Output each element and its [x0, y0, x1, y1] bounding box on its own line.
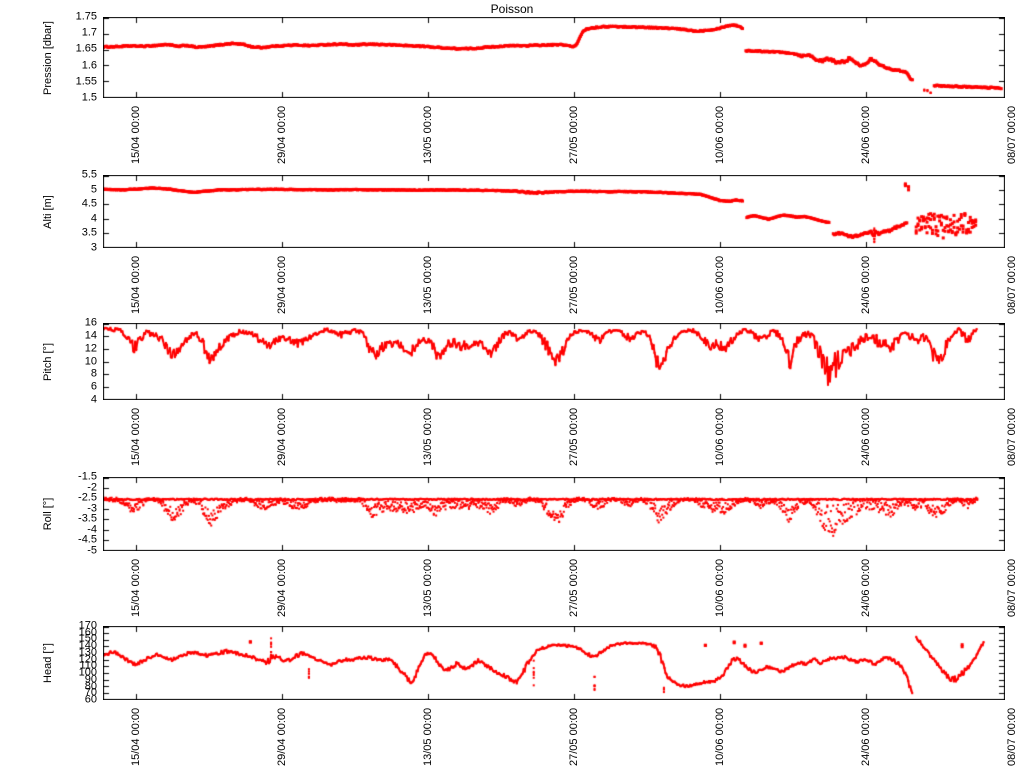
pression-plot-area	[103, 17, 1005, 98]
alti-y-tick-label: 4.5	[81, 197, 97, 210]
roll-x-tick-label: 08/07 00:00	[1006, 558, 1019, 617]
head-x-tick-label: 29/04 00:00	[276, 707, 289, 766]
head-x-tick-label: 08/07 00:00	[1006, 707, 1019, 766]
pitch-y-tick-label: 16	[84, 316, 97, 329]
head-x-tick-label: 24/06 00:00	[860, 707, 872, 766]
head-y-tick-label: 80	[84, 680, 97, 693]
pitch-y-tick-label: 4	[90, 393, 97, 406]
alti-x-tick-label: 10/06 00:00	[713, 255, 726, 314]
pression-x-tick-label: 27/05 00:00	[568, 105, 581, 164]
head-x-tick-label: 27/05 00:00	[568, 707, 581, 766]
pression-x-tick-label: 24/06 00:00	[860, 105, 872, 164]
pitch-x-tick-label: 08/07 00:00	[1006, 407, 1019, 466]
roll-x-tick-label: 13/05 00:00	[421, 558, 434, 617]
pitch-y-tick-label: 10	[84, 355, 97, 367]
head-y-tick-label: 130	[78, 646, 97, 659]
head-y-tick-label: 160	[78, 626, 97, 639]
pression-y-tick-label: 1.7	[81, 26, 97, 39]
roll-y-tick-label: -2	[87, 481, 97, 494]
alti-plot-area	[103, 175, 1005, 248]
roll-x-tick-label: 24/06 00:00	[860, 558, 872, 617]
pitch-y-tick-label: 6	[90, 380, 97, 393]
head-y-tick-label: 70	[84, 686, 97, 699]
roll-y-tick-label: -1.5	[78, 470, 97, 483]
alti-y-tick-label: 3	[90, 241, 97, 254]
roll-x-tick-label: 10/06 00:00	[713, 558, 726, 617]
pression-y-tick-label: 1.5	[81, 91, 97, 104]
alti-y-tick-label: 5	[90, 183, 97, 196]
head-y-tick-label: 120	[78, 653, 97, 666]
roll-y-tick-label: -2.5	[78, 491, 97, 504]
head-plot-area	[103, 626, 1005, 700]
roll-x-tick-label: 15/04 00:00	[130, 558, 142, 617]
roll-y-tick-label: -3.5	[78, 512, 97, 525]
pitch-x-tick-label: 24/06 00:00	[860, 407, 872, 466]
pitch-y-tick-label: 14	[84, 329, 97, 342]
chart-title: Poisson	[490, 2, 534, 16]
pression-y-tick-label: 1.75	[75, 10, 97, 23]
roll-plot-area	[103, 477, 1005, 551]
alti-x-tick-label: 27/05 00:00	[568, 255, 581, 314]
head-y-tick-label: 110	[79, 659, 97, 672]
head-y-tick-label: 150	[78, 632, 97, 645]
pitch-x-tick-label: 27/05 00:00	[568, 407, 581, 466]
head-y-tick-label: 170	[78, 619, 97, 632]
head-y-tick-label: 90	[84, 673, 97, 686]
pitch-x-tick-label: 15/04 00:00	[130, 407, 142, 466]
alti-x-tick-label: 29/04 00:00	[276, 255, 289, 314]
pression-y-tick-label: 1.6	[81, 59, 97, 72]
alti-x-tick-label: 24/06 00:00	[860, 255, 872, 314]
pitch-y-tick-label: 8	[90, 367, 97, 380]
alti-y-tick-label: 5.5	[81, 168, 97, 181]
roll-y-tick-label: -3	[87, 502, 97, 515]
alti-x-tick-label: 08/07 00:00	[1006, 255, 1019, 314]
pression-y-tick-label: 1.65	[75, 42, 97, 55]
head-y-tick-label: 100	[78, 666, 97, 679]
roll-y-tick-label: -4	[87, 523, 97, 536]
pression-y-tick-label: 1.55	[75, 75, 97, 88]
roll-y-tick-label: -5	[87, 544, 97, 557]
head-x-tick-label: 15/04 00:00	[130, 707, 142, 766]
alti-y-tick-label: 3.5	[81, 226, 97, 239]
pression-x-tick-label: 15/04 00:00	[130, 105, 142, 164]
pression-x-tick-label: 13/05 00:00	[421, 105, 434, 164]
roll-y-tick-label: -4.5	[78, 533, 97, 546]
pitch-y-tick-label: 12	[84, 342, 97, 355]
alti-x-tick-label: 13/05 00:00	[421, 255, 434, 314]
head-y-tick-label: 60	[84, 693, 97, 706]
pitch-x-tick-label: 13/05 00:00	[421, 407, 434, 466]
roll-x-tick-label: 29/04 00:00	[276, 558, 289, 617]
pitch-x-tick-label: 29/04 00:00	[276, 407, 289, 466]
alti-x-tick-label: 15/04 00:00	[130, 255, 142, 314]
pitch-plot-area	[103, 323, 1005, 400]
head-y-tick-label: 140	[78, 639, 97, 652]
pression-x-tick-label: 08/07 00:00	[1006, 105, 1019, 164]
roll-x-tick-label: 27/05 00:00	[568, 558, 581, 617]
head-x-tick-label: 13/05 00:00	[421, 707, 434, 766]
alti-y-tick-label: 4	[90, 212, 97, 225]
pression-x-tick-label: 29/04 00:00	[276, 105, 289, 164]
pression-x-tick-label: 10/06 00:00	[713, 105, 726, 164]
head-x-tick-label: 10/06 00:00	[713, 707, 726, 766]
pitch-x-tick-label: 10/06 00:00	[713, 407, 726, 466]
